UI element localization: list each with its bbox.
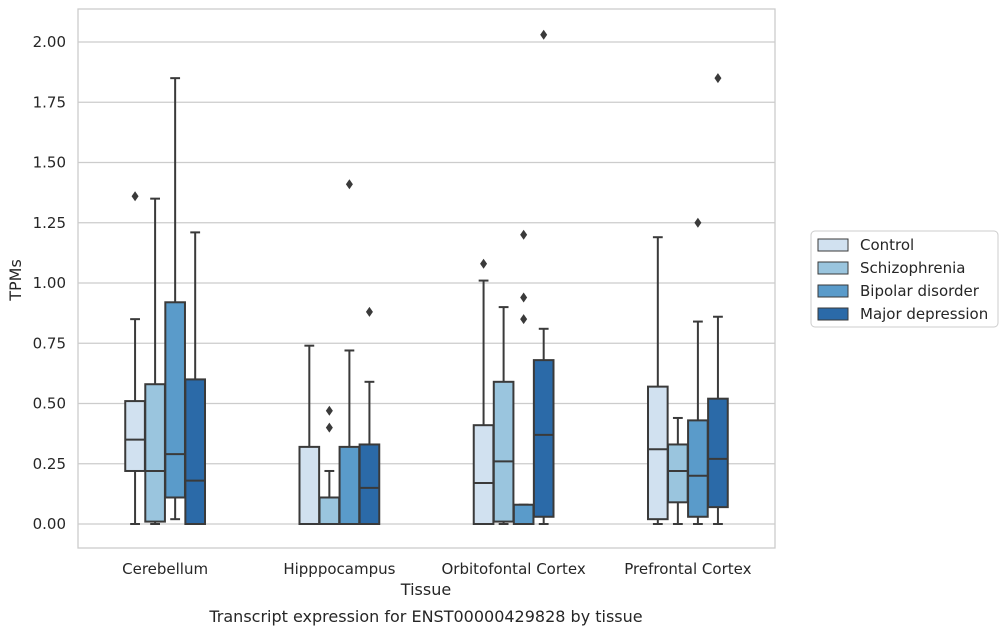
legend: Control Schizophrenia Bipolar disorder Majo…	[810, 230, 999, 328]
box	[687, 419, 709, 518]
y-tick-label: 0.25	[33, 455, 66, 473]
legend-label: Schizophrenia	[860, 259, 965, 277]
box-group	[144, 197, 166, 525]
legend-label: Bipolar disorder	[860, 282, 980, 300]
box	[646, 385, 669, 521]
y-tick-labels: 0.00 0.25 0.50 0.75 1.00 1.25 1.50 1.75 2.00	[33, 33, 66, 533]
outlier-point	[540, 29, 548, 40]
outlier-point	[480, 258, 488, 269]
y-tick-label: 0.75	[33, 334, 66, 352]
outlier-point	[325, 405, 333, 416]
x-axis-label: Tissue	[400, 580, 451, 599]
x-tick-labels: Cerebellum Hipppocampus Orbitofontal Corte…	[122, 560, 751, 578]
y-tick-label: 0.00	[33, 515, 66, 533]
box-series	[124, 29, 729, 526]
outlier-point	[520, 229, 528, 240]
box	[338, 445, 361, 526]
outlier-point	[131, 191, 139, 202]
box	[512, 503, 535, 526]
box-group	[492, 306, 515, 525]
box-group	[358, 306, 381, 525]
box	[144, 383, 166, 523]
y-tick-label: 1.75	[33, 93, 66, 111]
box-group	[472, 258, 495, 525]
box-group	[687, 217, 709, 525]
box	[298, 445, 321, 526]
box	[124, 400, 146, 472]
box	[667, 443, 689, 504]
legend-swatch	[817, 261, 849, 275]
box-group	[532, 29, 555, 525]
box	[164, 301, 186, 499]
box	[532, 359, 555, 518]
legend-swatch	[817, 238, 849, 252]
box	[318, 496, 341, 525]
y-tick-label: 0.50	[33, 395, 66, 413]
y-tick-label: 1.25	[33, 214, 66, 232]
box-group	[184, 231, 207, 525]
outlier-point	[365, 306, 373, 317]
x-tick-label: Orbitofontal Cortex	[442, 560, 586, 578]
legend-swatch	[817, 307, 849, 321]
outlier-point	[520, 314, 528, 325]
outlier-point	[714, 73, 722, 84]
y-tick-label: 2.00	[33, 33, 66, 51]
y-tick-label: 1.50	[33, 154, 66, 172]
outlier-point	[325, 422, 333, 433]
box	[492, 380, 515, 523]
box-group	[667, 416, 689, 525]
outlier-point	[345, 179, 353, 190]
box-group	[707, 73, 729, 525]
box-group	[124, 191, 146, 525]
legend-swatch	[817, 284, 849, 298]
box	[358, 443, 381, 525]
box-group	[298, 344, 321, 526]
box	[472, 424, 495, 525]
plot-area: 0.00 0.25 0.50 0.75 1.00 1.25 1.50 1.75 2.00 Cer…	[33, 8, 776, 578]
x-tick-label: Prefrontal Cortex	[624, 560, 751, 578]
box	[707, 397, 729, 509]
x-tick-label: Cerebellum	[122, 560, 208, 578]
y-axis-label: TPMs	[6, 259, 25, 302]
x-tick-label: Hipppocampus	[283, 560, 395, 578]
box-group	[512, 229, 535, 526]
box-group	[646, 236, 669, 525]
box	[184, 378, 207, 525]
legend-label: Major depression	[860, 305, 988, 323]
outlier-point	[694, 217, 702, 228]
legend-items: Control Schizophrenia Bipolar disorder Majo…	[817, 236, 988, 323]
y-tick-label: 1.00	[33, 274, 66, 292]
chart-title: Transcript expression for ENST0000042982…	[208, 607, 642, 626]
outlier-point	[520, 292, 528, 303]
legend-label: Control	[860, 236, 914, 254]
legend-frame	[810, 230, 999, 328]
box-group	[338, 179, 361, 526]
